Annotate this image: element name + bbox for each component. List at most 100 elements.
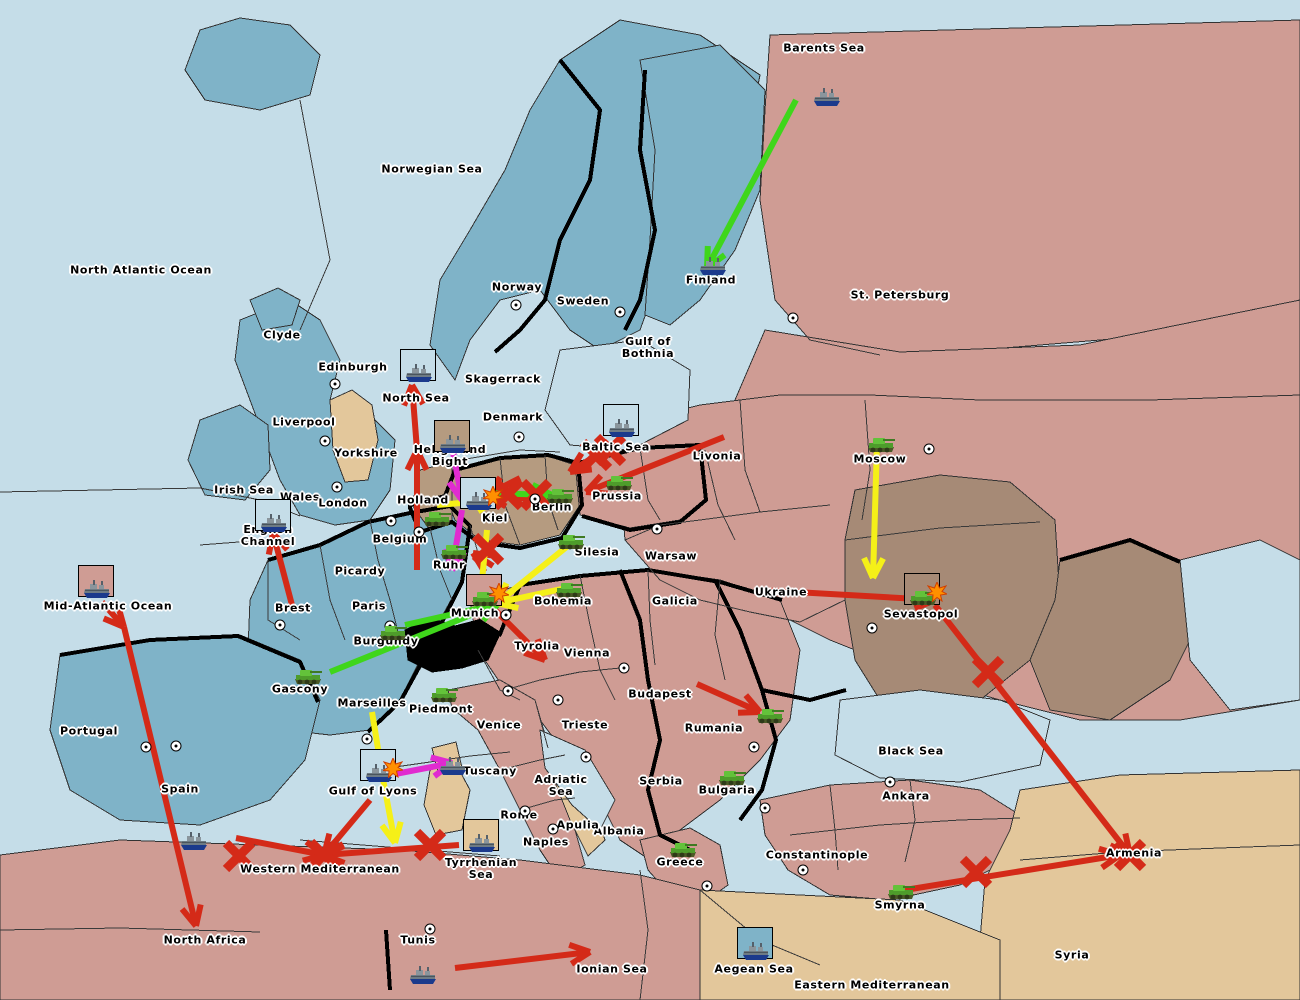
supply-center-icon bbox=[140, 741, 152, 753]
fleet-unit-icon[interactable] bbox=[178, 831, 208, 851]
province-label: Serbia bbox=[639, 774, 683, 788]
sea-label: Mid-Atlantic Ocean bbox=[43, 599, 173, 613]
fleet-unit-icon[interactable] bbox=[258, 513, 288, 533]
order-arrow-move bbox=[121, 626, 204, 928]
supply-center-icon bbox=[618, 662, 630, 674]
sea-label: Western Mediterranean bbox=[240, 862, 400, 876]
army-unit-icon[interactable] bbox=[553, 579, 583, 599]
army-unit-icon[interactable] bbox=[716, 767, 746, 787]
order-arrow-convoy bbox=[861, 442, 886, 580]
fleet-unit-icon[interactable] bbox=[466, 833, 496, 853]
failed-order-x-icon bbox=[593, 433, 627, 467]
sea-label: North Atlantic Ocean bbox=[70, 263, 212, 277]
army-unit-icon[interactable] bbox=[292, 666, 322, 686]
failed-order-x-icon bbox=[307, 838, 341, 872]
army-unit-icon[interactable] bbox=[865, 434, 895, 454]
failed-order-x-icon bbox=[971, 655, 1005, 689]
fleet-unit-icon[interactable] bbox=[463, 491, 493, 511]
failed-order-x-icon bbox=[222, 839, 256, 873]
army-unit-icon[interactable] bbox=[603, 472, 633, 492]
failed-order-x-icon bbox=[471, 532, 505, 566]
supply-center-icon bbox=[510, 299, 522, 311]
supply-center-icon bbox=[274, 619, 286, 631]
fleet-unit-icon[interactable] bbox=[697, 256, 727, 276]
supply-center-icon bbox=[547, 823, 559, 835]
fleet-unit-icon[interactable] bbox=[363, 763, 393, 783]
army-unit-icon[interactable] bbox=[421, 508, 451, 528]
province-label: Apulia bbox=[556, 818, 600, 832]
fleet-unit-icon[interactable] bbox=[437, 434, 467, 454]
sea-label: North Sea bbox=[382, 391, 450, 405]
army-unit-icon[interactable] bbox=[544, 485, 574, 505]
army-unit-icon[interactable] bbox=[428, 684, 458, 704]
sea-label: Baltic Sea bbox=[582, 440, 650, 454]
sea-label: Ionian Sea bbox=[576, 962, 648, 976]
province-label: Spain bbox=[161, 782, 199, 796]
fleet-unit-icon[interactable] bbox=[437, 756, 467, 776]
province-label: Edinburgh bbox=[318, 360, 388, 374]
fleet-unit-icon[interactable] bbox=[606, 418, 636, 438]
fleet-unit-icon[interactable] bbox=[403, 363, 433, 383]
province-label: Tuscany bbox=[463, 764, 517, 778]
fleet-unit-icon[interactable] bbox=[811, 87, 841, 107]
supply-center-icon bbox=[580, 751, 592, 763]
supply-center-icon bbox=[787, 312, 799, 324]
province-label: Tunis bbox=[400, 933, 436, 947]
province-label: Marseilles bbox=[337, 696, 407, 710]
sea-label: Black Sea bbox=[878, 744, 944, 758]
supply-center-icon bbox=[797, 864, 809, 876]
province-label: Warsaw bbox=[644, 549, 698, 563]
province-label: Moscow bbox=[853, 452, 907, 466]
province-label: Galicia bbox=[652, 594, 698, 608]
order-arrow-move bbox=[99, 600, 127, 630]
province-label: Rumania bbox=[684, 721, 744, 735]
sea-label: Eastern Mediterranean bbox=[794, 978, 950, 992]
province-label: Kiel bbox=[482, 511, 508, 525]
sea-label: Gulf of Lyons bbox=[328, 784, 418, 798]
army-unit-icon[interactable] bbox=[438, 541, 468, 561]
province-label: Clyde bbox=[263, 328, 301, 342]
sea-label: Adriatic Sea bbox=[534, 773, 588, 798]
order-arrow-convoy bbox=[379, 778, 404, 845]
sea-label: Tyrrhenian Sea bbox=[444, 856, 518, 881]
supply-center-icon bbox=[614, 306, 626, 318]
supply-center-icon bbox=[529, 493, 541, 505]
province-label: Picardy bbox=[334, 564, 386, 578]
province-label: Vienna bbox=[563, 646, 611, 660]
order-arrow-move bbox=[404, 448, 430, 570]
province-label: Sevastopol bbox=[883, 607, 959, 621]
province-label: St. Petersburg bbox=[850, 288, 950, 302]
army-unit-icon[interactable] bbox=[754, 705, 784, 725]
fleet-unit-icon[interactable] bbox=[740, 941, 770, 961]
sea-label: Norwegian Sea bbox=[381, 162, 483, 176]
fleet-unit-icon[interactable] bbox=[407, 965, 437, 985]
army-unit-icon[interactable] bbox=[667, 839, 697, 859]
province-label: Piedmont bbox=[408, 702, 474, 716]
province-label: Venice bbox=[476, 718, 522, 732]
army-unit-icon[interactable] bbox=[907, 587, 937, 607]
province-label: Portugal bbox=[59, 724, 119, 738]
supply-center-icon bbox=[385, 515, 397, 527]
supply-center-icon bbox=[651, 523, 663, 535]
army-unit-icon[interactable] bbox=[555, 531, 585, 551]
order-arrow-move bbox=[695, 681, 763, 716]
province-label: Munich bbox=[450, 606, 500, 620]
supply-center-icon bbox=[500, 609, 512, 621]
province-label: Denmark bbox=[482, 410, 544, 424]
dislodged-burst-icon bbox=[925, 580, 949, 603]
supply-center-icon bbox=[331, 481, 343, 493]
fleet-unit-icon[interactable] bbox=[81, 579, 111, 599]
army-unit-icon[interactable] bbox=[377, 622, 407, 642]
province-label: Ankara bbox=[882, 789, 930, 803]
supply-center-icon bbox=[319, 435, 331, 447]
sea-label: Gulf of Bothnia bbox=[621, 335, 675, 360]
supply-center-icon bbox=[923, 443, 935, 455]
sea-label: Skagerrack bbox=[464, 372, 542, 386]
supply-center-icon bbox=[884, 776, 896, 788]
army-unit-icon[interactable] bbox=[885, 881, 915, 901]
province-label: Constantinople bbox=[765, 848, 869, 862]
sea-label: Aegean Sea bbox=[714, 962, 794, 976]
province-label: Holland bbox=[397, 493, 449, 507]
